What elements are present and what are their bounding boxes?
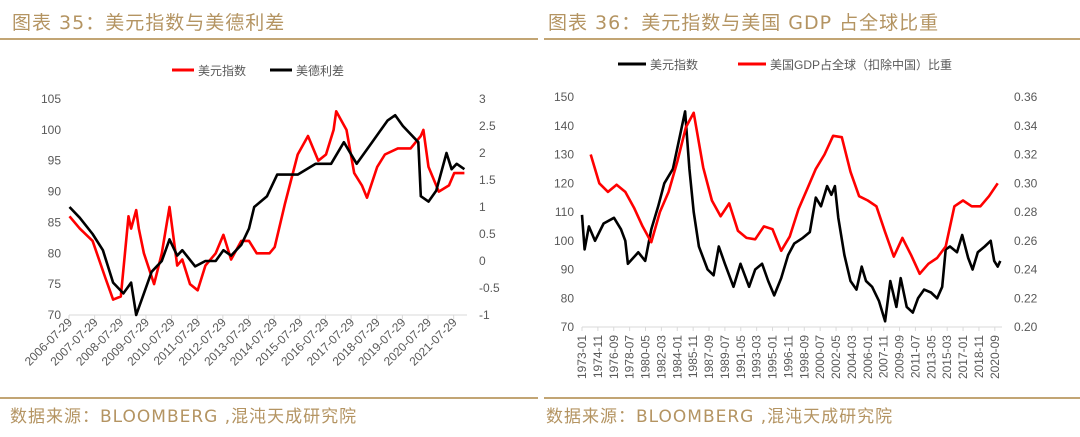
y2-tick-label: 0.24 — [1014, 263, 1038, 277]
x-tick-label: 2007-11 — [877, 335, 891, 378]
y-tick-label: 70 — [48, 308, 62, 322]
y2-tick-label: 2 — [479, 146, 486, 160]
x-tick-label: 2006-01 — [861, 335, 875, 379]
legend-label: 美元指数 — [650, 57, 698, 72]
x-tick-label: 1984-01 — [670, 335, 684, 379]
legend-label: 美元指数 — [198, 63, 246, 78]
x-tick-label: 1998-09 — [797, 335, 811, 379]
x-tick-label: 1980-05 — [639, 335, 653, 379]
x-tick-label: 1987-09 — [702, 335, 716, 379]
x-tick-label: 2015-03 — [940, 335, 954, 379]
y2-tick-label: 0.28 — [1014, 205, 1038, 219]
y-tick-label: 80 — [48, 246, 62, 260]
x-tick-label: 1996-11 — [781, 335, 795, 378]
y2-tick-label: 0.26 — [1014, 234, 1038, 248]
divider — [544, 38, 1080, 40]
chart-36-source: 数据来源：BLOOMBERG ,混沌天成研究院 — [546, 407, 894, 427]
y2-tick-label: 2.5 — [479, 119, 496, 133]
x-tick-label: 1985-11 — [686, 335, 700, 378]
x-tick-label: 2018-11 — [972, 335, 986, 378]
x-tick-label: 1991-05 — [734, 335, 748, 379]
series-line-1 — [68, 113, 466, 317]
y-tick-label: 85 — [48, 215, 62, 229]
y-tick-label: 150 — [554, 90, 574, 104]
y2-tick-label: 0.22 — [1014, 291, 1038, 305]
x-tick-label: 2004-03 — [845, 335, 859, 379]
y2-tick-label: -1 — [479, 308, 490, 322]
x-tick-label: 2009-09 — [893, 335, 907, 379]
series-line-0 — [580, 110, 1002, 323]
x-tick-label: 1989-07 — [718, 335, 732, 379]
y-tick-label: 90 — [48, 185, 62, 199]
y-tick-label: 130 — [554, 148, 574, 162]
divider — [544, 397, 1080, 399]
y-tick-label: 70 — [561, 320, 575, 334]
y2-tick-label: 3 — [479, 92, 486, 106]
y-tick-label: 105 — [41, 92, 61, 106]
divider — [0, 38, 538, 40]
chart-35-source: 数据来源：BLOOMBERG ,混沌天成研究院 — [10, 407, 358, 427]
chart-35: 10510095908580757032.521.510.50-0.5-1200… — [22, 63, 500, 369]
y2-tick-label: -0.5 — [479, 281, 500, 295]
x-tick-label: 2013-05 — [924, 335, 938, 379]
y-tick-label: 120 — [554, 176, 574, 190]
y2-tick-label: 0.30 — [1014, 176, 1038, 190]
legend-label: 美德利差 — [296, 63, 344, 78]
chart-35-title: 图表 35：美元指数与美德利差 — [12, 12, 286, 34]
legend-label: 美国GDP占全球（扣除中国）比重 — [770, 57, 952, 72]
y2-tick-label: 1.5 — [479, 173, 496, 187]
x-tick-label: 1973-01 — [575, 335, 589, 379]
y-tick-label: 140 — [554, 119, 574, 133]
y2-tick-label: 0.34 — [1014, 119, 1038, 133]
x-tick-label: 1995-01 — [766, 335, 780, 379]
y-tick-label: 110 — [555, 205, 574, 219]
y-tick-label: 90 — [561, 263, 575, 277]
divider — [0, 397, 538, 399]
series-line-0 — [68, 110, 465, 301]
chart-36: 150 140 130 120 110 100 90 80 70 0.36 0.34 0.32 0.30… — [554, 57, 1038, 379]
x-tick-label: 2017-01 — [956, 335, 970, 379]
x-tick-label: 2020-09 — [988, 335, 1002, 379]
series-line-1 — [589, 111, 999, 276]
x-tick-label: 2002-05 — [829, 335, 843, 379]
y2-tick-label: 0.5 — [479, 227, 496, 241]
x-tick-label: 1976-09 — [607, 335, 621, 379]
y2-tick-label: 0.32 — [1014, 148, 1038, 162]
x-tick-label: 2000-07 — [813, 335, 827, 379]
y2-tick-label: 0.36 — [1014, 90, 1038, 104]
y-tick-label: 95 — [48, 154, 62, 168]
x-tick-label: 1982-03 — [654, 335, 668, 379]
y-tick-label: 100 — [41, 123, 61, 137]
y2-tick-label: 0.20 — [1014, 320, 1038, 334]
y-tick-label: 80 — [561, 291, 575, 305]
y-tick-label: 100 — [554, 234, 574, 248]
y2-tick-label: 0 — [479, 254, 486, 268]
chart-36-title: 图表 36：美元指数与美国 GDP 占全球比重 — [548, 12, 940, 34]
x-tick-label: 2011-07 — [908, 335, 922, 378]
y2-tick-label: 1 — [479, 200, 486, 214]
x-tick-label: 1978-07 — [623, 335, 637, 379]
x-tick-label: 1993-03 — [750, 335, 764, 379]
y-tick-label: 75 — [48, 277, 62, 291]
x-tick-label: 1974-11 — [591, 335, 605, 378]
